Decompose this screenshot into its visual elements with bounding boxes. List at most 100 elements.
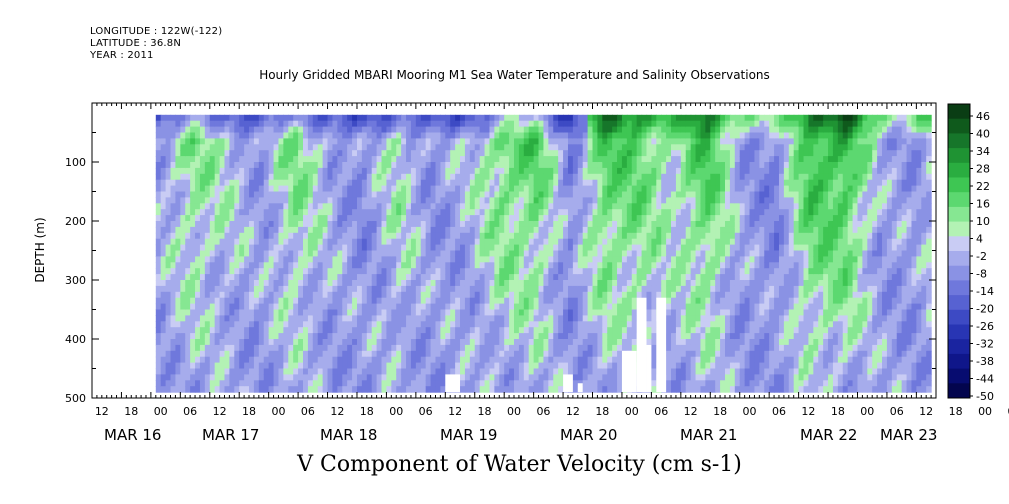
field-cell <box>381 167 388 175</box>
field-cell <box>204 156 211 163</box>
field-cell <box>342 250 348 257</box>
field-cell <box>671 144 677 151</box>
field-cell <box>646 291 652 299</box>
field-cell <box>401 339 407 346</box>
field-cell <box>445 203 451 210</box>
field-cell <box>430 167 437 175</box>
field-cell <box>185 232 191 240</box>
field-cell <box>214 203 221 210</box>
field-cell <box>646 191 652 198</box>
field-cell <box>229 368 235 375</box>
field-cell <box>160 315 167 322</box>
field-cell <box>204 197 211 204</box>
field-cell <box>415 138 422 145</box>
field-cell <box>597 250 603 257</box>
field-cell <box>386 150 392 157</box>
field-cell <box>577 374 584 381</box>
field-cell <box>401 285 407 293</box>
field-cell <box>347 327 353 334</box>
field-cell <box>582 138 589 145</box>
field-cell <box>244 173 250 181</box>
field-cell <box>342 185 348 193</box>
field-cell <box>617 232 623 240</box>
field-cell <box>239 250 245 257</box>
field-cell <box>504 167 510 175</box>
field-cell <box>298 333 304 340</box>
field-cell <box>312 268 319 275</box>
field-cell <box>499 238 505 246</box>
field-cell <box>219 256 226 263</box>
field-cell <box>337 126 343 134</box>
field-cell <box>155 268 162 275</box>
field-cell <box>239 132 245 139</box>
field-cell <box>401 344 407 352</box>
field-cell <box>430 291 437 299</box>
field-cell <box>499 150 505 157</box>
field-cell <box>636 179 643 187</box>
field-cell <box>175 374 181 381</box>
field-cell <box>430 197 437 204</box>
field-cell <box>342 244 348 252</box>
field-cell <box>376 132 383 139</box>
field-cell <box>607 167 613 175</box>
field-cell <box>356 333 363 340</box>
field-cell <box>587 232 594 240</box>
field-cell <box>165 315 172 322</box>
field-cell <box>249 215 255 222</box>
field-cell <box>244 191 250 198</box>
field-cell <box>401 280 407 287</box>
field-cell <box>317 238 324 246</box>
field-cell <box>249 114 255 122</box>
field-cell <box>160 339 167 346</box>
field-cell <box>258 362 265 370</box>
field-cell <box>209 344 216 352</box>
field-cell <box>303 285 309 293</box>
field-cell <box>155 280 162 287</box>
field-cell <box>577 250 584 257</box>
field-cell <box>533 215 540 222</box>
field-cell <box>410 333 417 340</box>
field-cell <box>312 209 319 216</box>
field-cell <box>170 374 177 381</box>
field-cell <box>366 209 373 216</box>
field-cell <box>445 156 451 163</box>
field-cell <box>396 303 402 311</box>
field-cell <box>406 350 412 358</box>
field-cell <box>518 280 525 287</box>
field-cell <box>356 114 363 122</box>
field-cell <box>391 232 397 240</box>
field-cell <box>229 209 235 216</box>
field-cell <box>410 374 417 381</box>
field-cell <box>180 362 186 370</box>
field-cell <box>219 380 226 387</box>
field-cell <box>651 386 657 393</box>
field-cell <box>509 167 515 175</box>
field-cell <box>641 226 648 234</box>
field-cell <box>337 280 343 287</box>
field-cell <box>489 256 495 263</box>
field-cell <box>337 268 343 275</box>
field-cell <box>214 138 221 145</box>
field-cell <box>469 386 476 393</box>
field-cell <box>597 167 603 175</box>
field-cell <box>406 309 412 316</box>
field-cell <box>234 185 240 193</box>
field-cell <box>185 132 191 139</box>
field-cell <box>224 167 230 175</box>
field-cell <box>307 274 314 281</box>
field-cell <box>572 126 579 134</box>
field-cell <box>572 333 579 340</box>
field-cell <box>445 215 451 222</box>
field-cell <box>317 179 324 187</box>
field-cell <box>190 262 196 269</box>
field-cell <box>558 362 564 370</box>
field-cell <box>425 274 432 281</box>
field-cell <box>253 285 260 293</box>
field-cell <box>592 297 599 305</box>
field-cell <box>563 262 569 269</box>
field-cell <box>244 339 250 346</box>
field-cell <box>607 232 613 240</box>
field-cell <box>347 280 353 287</box>
field-cell <box>533 156 540 163</box>
field-cell <box>155 297 162 305</box>
